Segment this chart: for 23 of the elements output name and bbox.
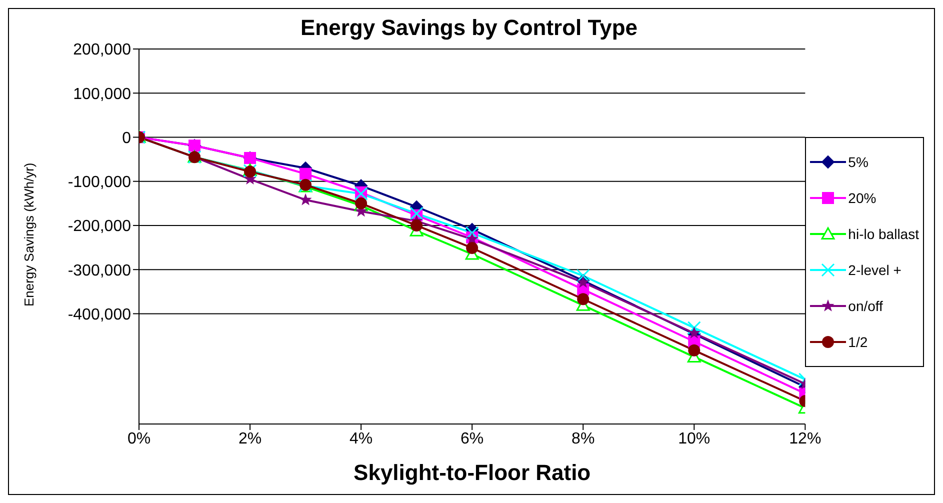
x-tick-label: 12% — [789, 430, 822, 448]
legend-label: 20% — [848, 190, 876, 206]
chart-title: Energy Savings by Control Type — [300, 15, 638, 41]
x-tick-label: 10% — [678, 430, 710, 448]
y-tick-label: 100,000 — [73, 86, 132, 103]
legend-label: on/off — [848, 298, 883, 314]
x-tick-label: 8% — [572, 430, 595, 448]
legend-label: 1/2 — [848, 334, 868, 350]
y-axis-title: Energy Savings (kWh/yr) — [22, 162, 37, 306]
y-tick-label: -400,000 — [68, 306, 132, 324]
y-tick-label: 200,000 — [73, 42, 132, 59]
y-tick-label: -100,000 — [68, 174, 132, 192]
x-tick-label: 2% — [238, 430, 262, 448]
x-axis-title: Skylight-to-Floor Ratio — [354, 460, 591, 485]
y-tick-label: 0 — [122, 130, 132, 147]
x-tick-label: 0% — [127, 430, 151, 448]
legend-label: hi-lo ballast — [848, 226, 919, 242]
x-tick-label: 6% — [460, 430, 484, 448]
y-tick-label: -200,000 — [68, 218, 132, 236]
legend-label: 2-level + — [848, 262, 902, 278]
y-tick-label: -300,000 — [68, 262, 132, 280]
legend-label: 5% — [848, 154, 868, 170]
x-tick-label: 4% — [349, 430, 373, 448]
